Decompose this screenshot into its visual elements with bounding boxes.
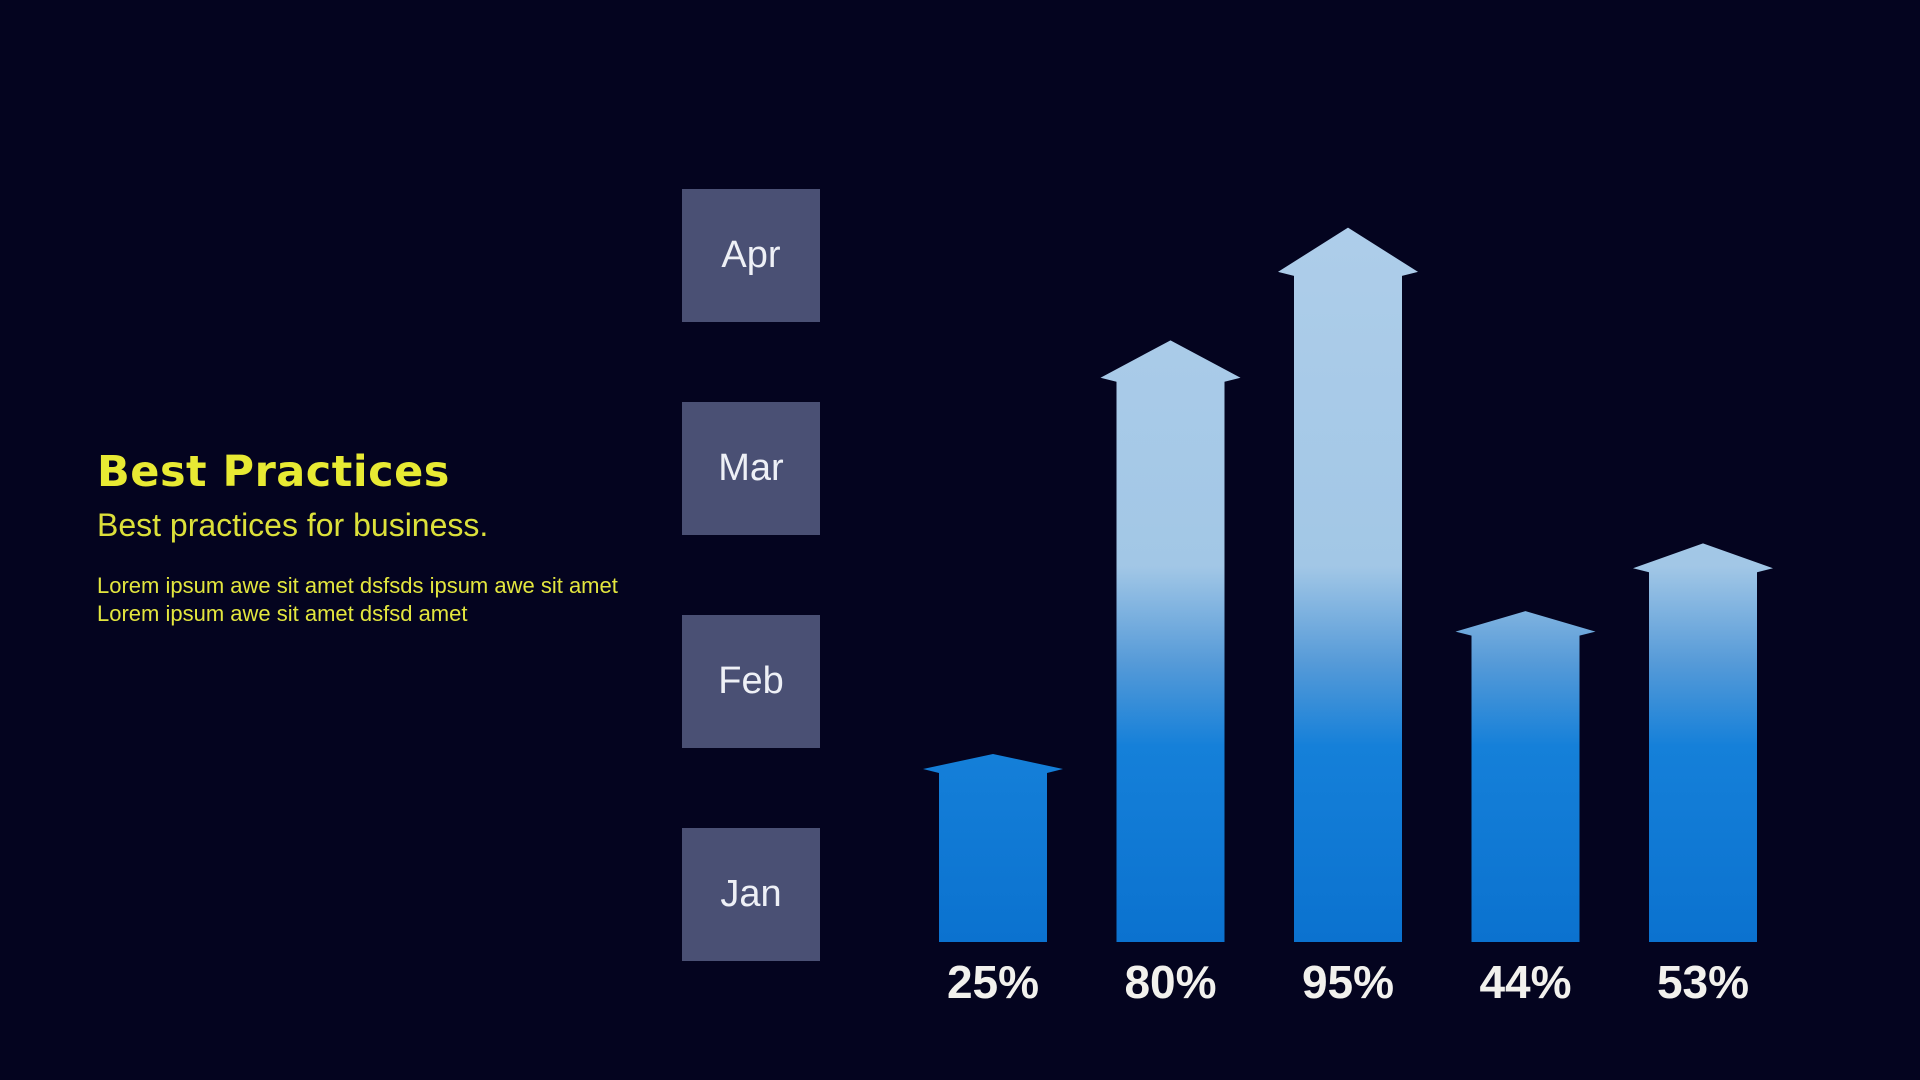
bar-value-label: 44%: [1479, 956, 1571, 1008]
bar-arrow-80: [1100, 340, 1241, 942]
month-box-jan: Jan: [682, 828, 820, 961]
text-block: Best Practices Best practices for busine…: [97, 447, 697, 627]
bar-value-label: 25%: [947, 956, 1039, 1008]
bar-arrow-44: [1455, 611, 1596, 942]
bar-arrow-53: [1633, 543, 1773, 942]
month-label: Apr: [721, 234, 781, 276]
month-box-feb: Feb: [682, 615, 820, 748]
month-box-apr: Apr: [682, 189, 820, 322]
month-label: Jan: [720, 873, 782, 915]
months-column: Apr Mar Feb Jan: [682, 189, 820, 961]
bar-chart: 25% 80% 95% 44% 53%: [923, 227, 1773, 1008]
bar-value-label: 53%: [1657, 956, 1749, 1008]
month-label: Mar: [718, 447, 784, 489]
bar-value-label: 95%: [1302, 956, 1394, 1008]
body-line-1: Lorem ipsum awe sit amet dsfsds ipsum aw…: [97, 573, 618, 599]
month-label: Feb: [718, 660, 784, 702]
bar-arrow-95: [1278, 227, 1418, 943]
month-box-mar: Mar: [682, 402, 820, 535]
body-paragraph: Lorem ipsum awe sit amet dsfsds ipsum aw…: [97, 572, 697, 627]
bar-value-label: 80%: [1124, 956, 1216, 1008]
body-line-2: Lorem ipsum awe sit amet dsfsd amet: [97, 600, 468, 626]
page-subtitle: Best practices for business.: [97, 507, 489, 544]
bar-arrow-25: [923, 754, 1063, 942]
page-title: Best Practices: [97, 447, 450, 497]
